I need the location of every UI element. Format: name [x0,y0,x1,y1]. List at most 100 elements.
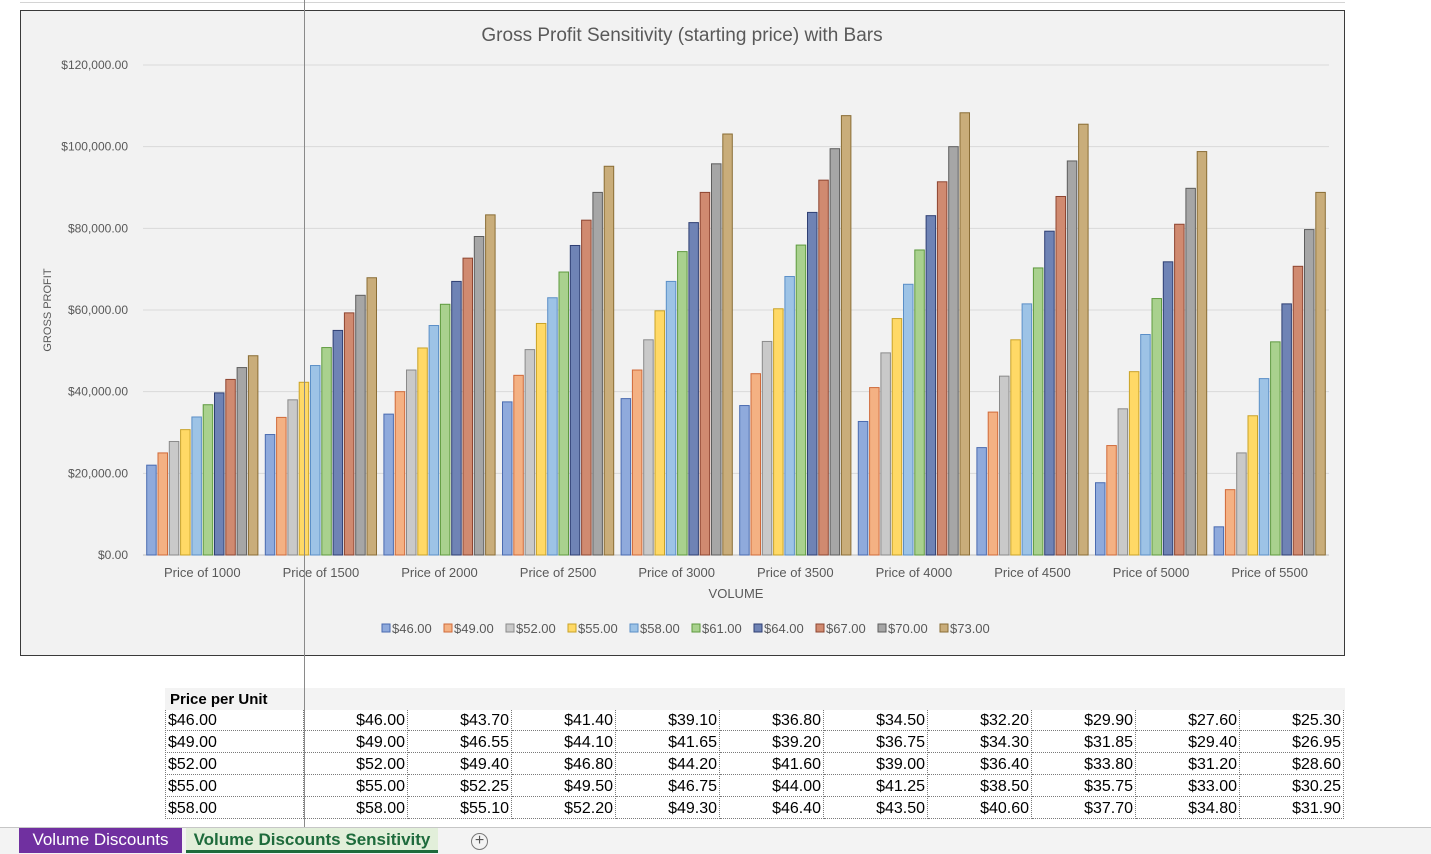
table-cell[interactable]: $52.25 [408,776,512,797]
bar [191,416,202,556]
bar [750,373,761,556]
bar [1213,526,1225,556]
bar [1270,341,1281,556]
table-cell[interactable]: $33.00 [1136,776,1240,797]
table-cell[interactable]: $36.80 [720,710,824,731]
bar [699,191,711,556]
table-cell[interactable]: $31.85 [1032,732,1136,753]
table-cell[interactable]: $39.00 [824,754,928,775]
table-cell[interactable]: $46.40 [720,798,824,819]
bar [451,280,462,556]
table-cell[interactable]: $28.60 [1240,754,1344,775]
table-cell[interactable]: $44.10 [512,732,616,753]
table-cell[interactable]: $34.30 [928,732,1032,753]
bar [310,365,321,556]
table-cell[interactable]: $31.90 [1240,798,1344,819]
x-tick-label: Price of 2000 [401,565,478,580]
table-cell[interactable]: $32.20 [928,710,1032,731]
table-cell[interactable]: $30.25 [1240,776,1344,797]
table-header-label[interactable]: Price per Unit [170,691,268,708]
table-cell[interactable]: $40.60 [928,798,1032,819]
table-cell[interactable]: $35.75 [1032,776,1136,797]
bar [247,355,259,556]
table-cell[interactable]: $46.00 [165,710,304,731]
bar [157,452,168,556]
table-cell[interactable]: $49.30 [616,798,720,819]
bar [1044,230,1055,556]
bar [1021,303,1033,556]
table-cell[interactable]: $52.00 [165,754,304,775]
bar [225,378,236,556]
bar [857,420,869,556]
table-cell[interactable]: $44.00 [720,776,824,797]
table-cell[interactable]: $36.75 [824,732,928,753]
bar [1315,191,1326,556]
table-cell[interactable]: $55.10 [408,798,512,819]
table-cell[interactable]: $25.30 [1240,710,1344,731]
table-cell[interactable]: $26.95 [1240,732,1344,753]
table-cell[interactable]: $41.40 [512,710,616,731]
sheet-tab-bar: Volume Discounts Volume Discounts Sensit… [0,827,1431,854]
table-cell[interactable]: $27.60 [1136,710,1240,731]
y-tick-label: $80,000.00 [68,221,128,235]
table-cell[interactable]: $58.00 [165,798,304,819]
table-cell[interactable]: $49.00 [165,732,304,753]
bar [1247,415,1258,556]
table-cell[interactable]: $37.70 [1032,798,1136,819]
legend-label: $73.00 [950,621,990,636]
bar [959,112,970,556]
bar [1236,452,1247,556]
table-cell[interactable]: $33.80 [1032,754,1136,775]
table-cell[interactable]: $41.60 [720,754,824,775]
table-cell[interactable]: $46.80 [512,754,616,775]
bar [180,429,191,556]
table-cell[interactable]: $44.20 [616,754,720,775]
legend-swatch [815,623,825,633]
table-cell[interactable]: $55.00 [165,776,304,797]
x-tick-label: Price of 3000 [638,565,715,580]
table-cell[interactable]: $43.50 [824,798,928,819]
bar [976,447,987,556]
table-cell[interactable]: $34.80 [1136,798,1240,819]
worksheet-grid[interactable]: Gross Profit Sensitivity (starting price… [0,0,1431,827]
bar [1281,303,1292,556]
table-cell[interactable]: $52.00 [304,754,408,775]
table-cell[interactable]: $49.50 [512,776,616,797]
table-cell[interactable]: $49.00 [304,732,408,753]
table-cell[interactable]: $39.10 [616,710,720,731]
table-cell[interactable]: $34.50 [824,710,928,731]
table-row: $46.00 $46.00 $43.70 $41.40 $39.10 $36.80 $34.… [165,710,1344,732]
bar [298,381,310,556]
chart-area[interactable]: Gross Profit Sensitivity (starting price… [20,10,1345,656]
table-cell[interactable]: $38.50 [928,776,1032,797]
table-cell[interactable]: $41.25 [824,776,928,797]
bar [366,277,377,556]
legend-label: $67.00 [826,621,866,636]
table-cell[interactable]: $36.40 [928,754,1032,775]
legend-swatch [939,623,949,633]
table-cell[interactable]: $46.00 [304,710,408,731]
tab-volume-discounts[interactable]: Volume Discounts [19,828,182,853]
bar [665,280,677,556]
bar [502,401,513,556]
table-cell[interactable]: $41.65 [616,732,720,753]
table-cell[interactable]: $52.20 [512,798,616,819]
table-cell[interactable]: $29.90 [1032,710,1136,731]
table-cell[interactable]: $58.00 [304,798,408,819]
table-cell[interactable]: $55.00 [304,776,408,797]
legend-label: $70.00 [888,621,928,636]
bar [513,374,524,556]
table-cell[interactable]: $49.40 [408,754,512,775]
table-cell[interactable]: $39.20 [720,732,824,753]
bar [1117,408,1129,556]
table-cell[interactable]: $46.75 [616,776,720,797]
table-row: $55.00 $55.00 $52.25 $49.50 $46.75 $44.00 $41.… [165,776,1344,798]
table-cell[interactable]: $31.20 [1136,754,1240,775]
table-cell[interactable]: $46.55 [408,732,512,753]
table-cell[interactable]: $29.40 [1136,732,1240,753]
add-sheet-icon[interactable]: + [471,833,488,850]
bar [1078,123,1089,556]
bar [236,367,248,556]
tab-volume-discounts-sensitivity[interactable]: Volume Discounts Sensitivity [186,828,438,853]
table-cell[interactable]: $43.70 [408,710,512,731]
